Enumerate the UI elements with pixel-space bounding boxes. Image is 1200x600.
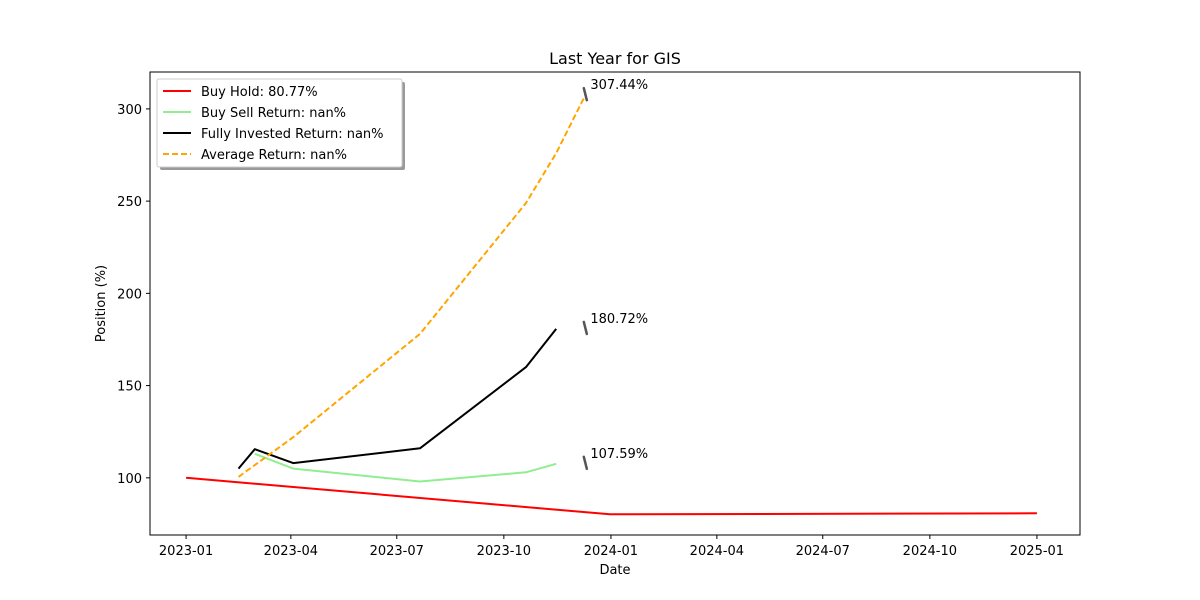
legend: Buy Hold: 80.77% Buy Sell Return: nan% Ful…: [156, 78, 405, 170]
x-tick-label-3: 2023-07: [370, 544, 424, 559]
y-axis: 100 150 200 250 300: [117, 103, 150, 487]
x-tick-label-7: 2024-07: [796, 544, 850, 559]
annotation-label-2: 180.72%: [590, 312, 648, 327]
annotation-layer: 307.44% 180.72% 107.59%: [582, 78, 648, 471]
annotation-label-1: 307.44%: [590, 78, 648, 93]
y-tick-label-2: 150: [117, 380, 142, 395]
x-tick-label-8: 2024-10: [903, 544, 957, 559]
annotation-marker-3: [582, 455, 589, 471]
legend-box: [156, 78, 403, 168]
annotation-label-3: 107.59%: [590, 447, 648, 462]
x-tick-label-1: 2023-01: [159, 544, 213, 559]
y-tick-label-1: 100: [117, 472, 142, 487]
x-tick-label-5: 2024-01: [584, 544, 638, 559]
y-tick-label-3: 200: [117, 287, 142, 302]
series-line-2: [254, 452, 557, 483]
annotation-marker-1: [582, 86, 589, 102]
series-layer: [186, 94, 1037, 516]
series-line-4: [237, 94, 587, 478]
y-tick-label-5: 300: [117, 103, 142, 118]
y-tick-label-4: 250: [117, 195, 142, 210]
legend-label-1: Buy Hold: 80.77%: [201, 85, 318, 100]
y-axis-label: Position (%): [94, 265, 109, 342]
legend-label-3: Fully Invested Return: nan%: [201, 127, 384, 142]
annotation-marker-2: [582, 320, 589, 336]
series-line-1: [186, 476, 1037, 516]
x-tick-label-2: 2023-04: [264, 544, 318, 559]
chart-title: Last Year for GIS: [549, 49, 681, 68]
x-axis: 2023-01 2023-04 2023-07 2023-10 2024-01 2024-…: [159, 535, 1064, 559]
x-tick-label-6: 2024-04: [690, 544, 744, 559]
legend-label-2: Buy Sell Return: nan%: [201, 106, 346, 121]
x-tick-label-4: 2023-10: [477, 544, 531, 559]
series-line-3: [237, 328, 557, 470]
plot-area: [149, 71, 1081, 536]
x-tick-label-9: 2025-01: [1010, 544, 1064, 559]
legend-label-4: Average Return: nan%: [201, 148, 347, 163]
x-axis-label: Date: [599, 563, 630, 578]
